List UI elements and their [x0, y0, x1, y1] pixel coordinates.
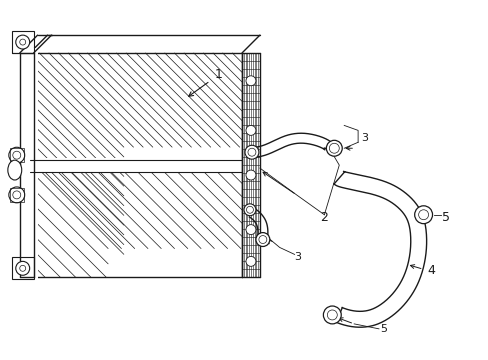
- Circle shape: [20, 39, 26, 45]
- Circle shape: [16, 35, 30, 49]
- Text: 4: 4: [427, 264, 435, 277]
- Bar: [12, 31, 34, 53]
- Circle shape: [20, 265, 26, 271]
- Circle shape: [255, 233, 269, 247]
- Circle shape: [245, 170, 255, 180]
- Bar: [10, 188, 24, 202]
- Text: 3: 3: [293, 252, 301, 262]
- Bar: [31, 158, 241, 172]
- Ellipse shape: [8, 160, 21, 180]
- Text: 2: 2: [320, 211, 327, 224]
- Bar: [12, 257, 34, 279]
- Circle shape: [245, 225, 255, 235]
- Bar: [10, 148, 24, 162]
- Bar: [18, 48, 38, 282]
- Circle shape: [245, 125, 255, 135]
- Circle shape: [16, 261, 30, 275]
- Circle shape: [245, 76, 255, 86]
- Circle shape: [244, 145, 258, 159]
- Circle shape: [325, 140, 342, 156]
- Circle shape: [9, 147, 25, 163]
- Circle shape: [244, 204, 255, 216]
- Text: 3: 3: [361, 133, 368, 143]
- Circle shape: [245, 256, 255, 266]
- Text: 5: 5: [442, 211, 449, 224]
- Circle shape: [323, 306, 341, 324]
- Circle shape: [414, 206, 432, 224]
- Circle shape: [9, 187, 25, 203]
- Text: 5: 5: [380, 324, 386, 334]
- Text: 1: 1: [214, 68, 222, 81]
